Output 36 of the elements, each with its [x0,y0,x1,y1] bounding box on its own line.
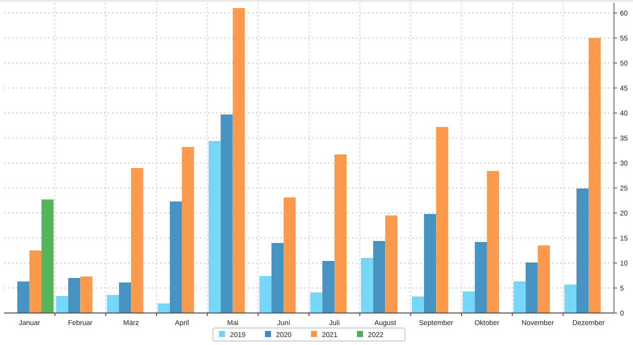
bar [182,147,194,313]
bar [29,250,42,313]
bar [424,214,436,313]
bar [474,242,487,313]
bar [526,262,538,313]
bar [334,154,347,313]
bar [576,188,589,313]
bar [373,241,386,313]
bar [310,292,322,313]
bar [17,282,30,313]
bar [259,276,272,313]
bar [538,246,550,313]
bar [106,295,119,313]
bar [118,282,132,313]
bar [131,168,144,313]
bar [68,278,80,313]
bar [385,216,398,313]
bar [56,296,68,313]
bar [42,200,54,313]
bar [588,38,601,313]
bar [158,304,170,313]
bar [412,296,424,313]
bar [322,261,334,313]
bar [170,202,182,313]
bar [564,284,576,313]
bar [514,282,526,313]
bar [436,127,448,313]
bar [232,8,245,313]
bar [271,243,284,313]
bar [80,276,92,313]
bar [486,171,500,313]
bar [208,141,221,313]
bar [462,292,475,313]
bar [361,258,374,313]
bar [284,198,296,313]
bar [220,114,233,313]
